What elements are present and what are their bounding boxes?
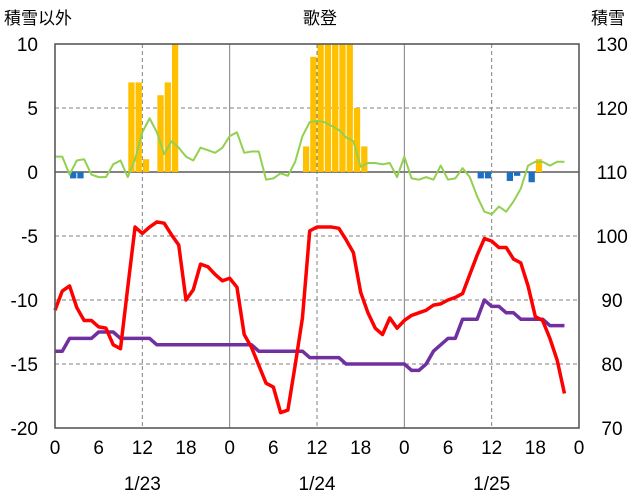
x-tick-label: 12 [306,438,327,459]
snowfall-bar [332,44,339,172]
right-tick-label: 100 [596,227,628,248]
left-axis-label: 積雪以外 [4,9,72,28]
date-label: 1/23 [124,474,161,495]
x-tick-label: 18 [175,438,196,459]
snowfall-bar [339,44,346,172]
temperature-line [53,220,567,415]
x-tick-label: 6 [443,438,454,459]
grid-lines [55,44,579,428]
x-tick-label: 18 [525,438,546,459]
right-tick-label: 120 [596,99,628,120]
left-tick-label: -10 [11,291,38,312]
left-tick-label: -15 [11,355,38,376]
left-tick-label: 0 [27,163,38,184]
snowfall-bar [361,146,368,172]
snowfall-bar [302,146,310,172]
x-tick-label: 12 [481,438,502,459]
date-label: 1/24 [299,474,336,495]
x-tick-label: 6 [268,438,279,459]
x-tick-label: 0 [224,438,235,459]
snowfall-bar [128,82,135,172]
right-axis-label: 積雪 [591,9,625,28]
x-tick-label: 12 [132,438,153,459]
snowfall-bar [77,172,84,179]
left-tick-label: 5 [27,99,38,120]
snowfall-bar [157,95,164,172]
right-tick-label: 80 [601,355,622,376]
snowfall-bar [164,82,171,172]
series-lines [53,117,567,415]
snowfall-bars [70,44,543,183]
right-tick-label: 110 [597,163,627,184]
x-tick-label: 0 [50,438,61,459]
green-series-line [55,117,565,216]
snowfall-bar [317,44,324,172]
snowfall-bar [535,159,543,172]
x-tick-label: 0 [399,438,410,459]
chart-title: 歌登 [303,9,337,28]
plot-border [54,43,580,429]
snowfall-bar [310,56,317,172]
snowfall-bar [70,172,77,179]
snowfall-bar [514,172,521,176]
snowfall-bar [135,82,142,172]
snow-depth-line [55,298,565,373]
snowfall-bar [484,172,492,179]
snowfall-bar [346,44,353,172]
x-tick-label: 0 [574,438,585,459]
snowfall-bar [353,108,361,172]
snowfall-bar [142,159,150,172]
plot-frame [54,43,580,429]
snowfall-bar [171,44,179,172]
left-tick-label: 10 [17,35,38,56]
x-tick-label: 18 [350,438,371,459]
right-tick-label: 70 [601,419,622,440]
right-tick-label: 90 [601,291,622,312]
date-label: 1/25 [473,474,510,495]
x-tick-label: 6 [93,438,104,459]
snowfall-bar [324,44,332,172]
snowfall-bar [477,172,484,179]
left-tick-label: -20 [11,419,38,440]
snowfall-bar [528,172,535,183]
right-tick-label: 130 [596,35,628,56]
left-tick-label: -5 [21,227,38,248]
snowfall-bar [506,172,513,181]
